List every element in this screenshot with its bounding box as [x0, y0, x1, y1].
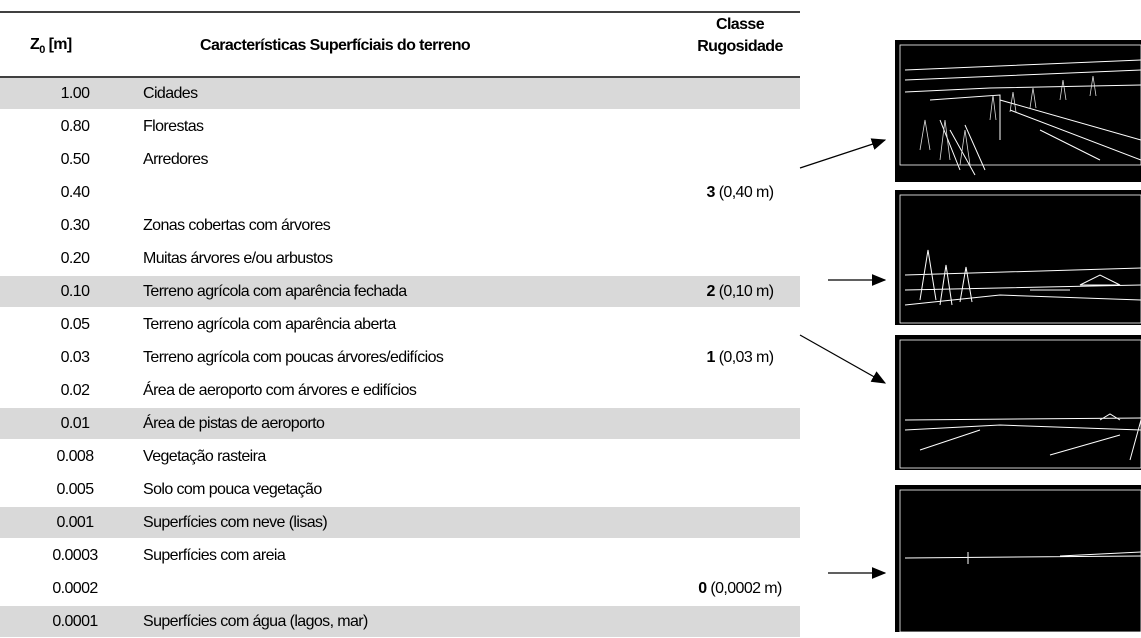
- z0-cell: 0.0001: [52, 613, 98, 630]
- arrow: [799, 334, 887, 384]
- class-detail: (0,0002 m): [710, 580, 782, 597]
- photo-4: [895, 485, 1141, 632]
- class-detail: (0,03 m): [718, 349, 774, 366]
- arrows: [799, 138, 887, 579]
- description-cell: Terreno agrícola com aparência aberta: [143, 316, 396, 333]
- description-cell: Superfícies com neve (lisas): [143, 514, 328, 531]
- z0-cell: 1.00: [60, 85, 90, 102]
- description-cell: Cidades: [143, 85, 198, 102]
- photo-3: [895, 335, 1141, 470]
- z0-cell: 0.30: [60, 217, 90, 234]
- class-cell: 1 (0,03 m): [680, 341, 800, 374]
- z0-cell: 0.05: [60, 316, 90, 333]
- description-cell: Solo com pouca vegetação: [143, 481, 322, 498]
- z0-cell: 0.005: [56, 481, 94, 498]
- class-header-line: Classe: [716, 16, 765, 33]
- z0-unit: [m]: [48, 36, 73, 53]
- photo-1: [895, 40, 1141, 182]
- class-header-line: Rugosidade: [697, 38, 783, 55]
- z0-cell: 0.0003: [52, 547, 98, 564]
- z0-subscript: 0: [39, 44, 45, 57]
- description-cell: Florestas: [143, 118, 204, 135]
- z0-header: Z0 [m]: [30, 36, 72, 56]
- row-shade: [0, 78, 800, 109]
- z0-cell: 0.02: [60, 382, 90, 399]
- class-number: 1: [706, 349, 716, 366]
- z0-cell: 0.001: [56, 514, 94, 531]
- class-cell: 3 (0,40 m): [680, 176, 800, 209]
- description-cell: Muitas árvores e/ou arbustos: [143, 250, 333, 267]
- class-header: Classe Rugosidade: [680, 14, 800, 58]
- row-shade: [0, 507, 800, 538]
- z0-cell: 0.80: [60, 118, 90, 135]
- row-shade: [0, 408, 800, 439]
- class-detail: (0,40 m): [718, 184, 774, 201]
- z0-cell: 0.008: [56, 448, 94, 465]
- class-number: 2: [706, 283, 716, 300]
- class-detail: (0,10 m): [718, 283, 774, 300]
- description-cell: Terreno agrícola com poucas árvores/edif…: [143, 349, 444, 366]
- z0-cell: 0.50: [60, 151, 90, 168]
- class-cell: 0 (0,0002 m): [680, 572, 800, 605]
- description-cell: Superfícies com água (lagos, mar): [143, 613, 368, 630]
- row-shade: [0, 276, 800, 307]
- description-header: Características Superfíciais do terreno: [200, 37, 471, 54]
- description-cell: Área de pistas de aeroporto: [143, 415, 325, 432]
- z0-cell: 0.0002: [52, 580, 98, 597]
- description-cell: Arredores: [143, 151, 208, 168]
- description-cell: Superfícies com areia: [143, 547, 286, 564]
- z0-cell: 0.20: [60, 250, 90, 267]
- arrow: [799, 138, 887, 169]
- description-cell: Terreno agrícola com aparência fechada: [143, 283, 407, 300]
- z0-cell: 0.01: [60, 415, 90, 432]
- class-cell: 2 (0,10 m): [680, 275, 800, 308]
- z0-symbol: Z: [30, 36, 40, 53]
- class-number: 0: [698, 580, 707, 597]
- z0-cell: 0.10: [60, 283, 90, 300]
- description-cell: Vegetação rasteira: [143, 448, 266, 465]
- class-number: 3: [706, 184, 716, 201]
- z0-cell: 0.40: [60, 184, 90, 201]
- description-cell: Zonas cobertas com árvores: [143, 217, 331, 234]
- description-cell: Área de aeroporto com árvores e edifício…: [143, 382, 417, 399]
- photo-2: [895, 190, 1141, 325]
- z0-cell: 0.03: [60, 349, 90, 366]
